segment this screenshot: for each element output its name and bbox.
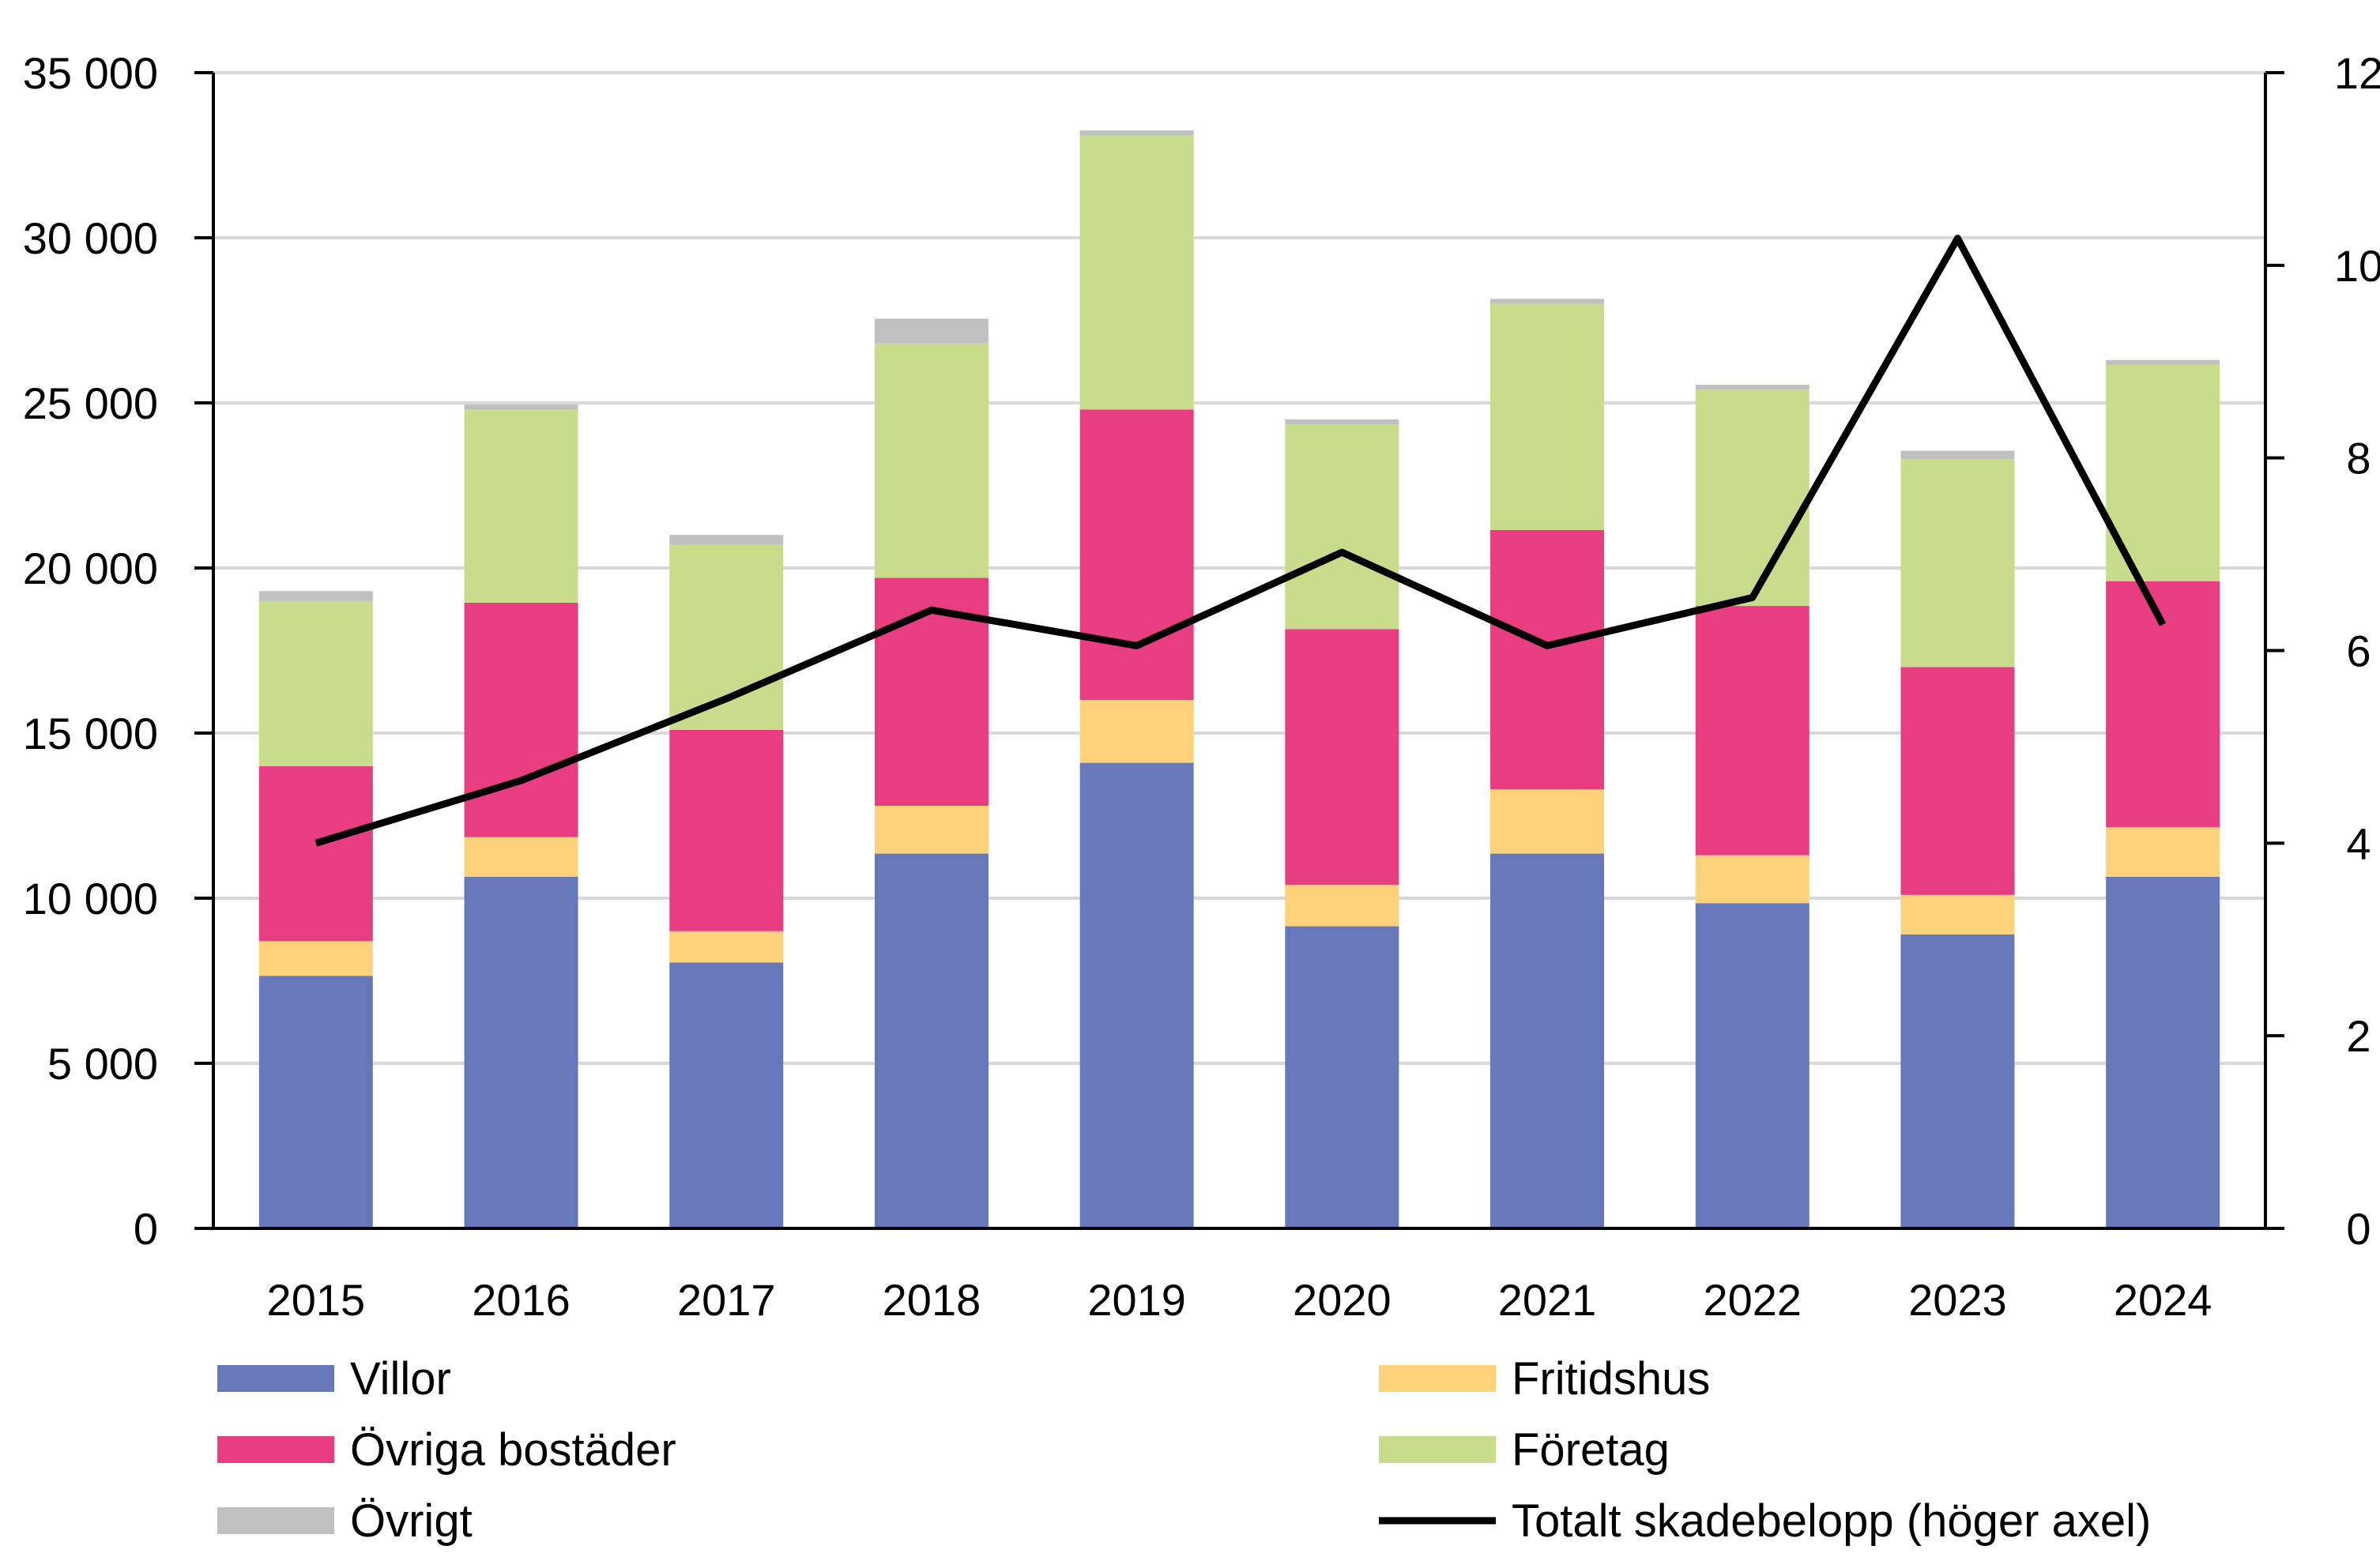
right-axis-tick-label: 8: [2346, 434, 2371, 483]
bar-ovrigt-2016: [464, 404, 578, 410]
legend-label-ovrigt: Övrigt: [350, 1495, 473, 1547]
left-axis-tick-label: 35 000: [23, 48, 158, 98]
bar-villor-2021: [1490, 853, 1605, 1228]
right-axis-tick-label: 2: [2346, 1011, 2371, 1061]
left-axis-tick-label: 25 000: [23, 378, 158, 428]
bar-ovrigt-2020: [1285, 419, 1399, 425]
bar-ovrigt-2017: [669, 535, 784, 545]
legend-swatch-ovrigt: [217, 1507, 334, 1534]
legend-label-foretag: Företag: [1512, 1424, 1670, 1476]
tick-labels: 0 5 000 10 000 15 000 20 000 25 000 30 000 35 0…: [23, 48, 2380, 1325]
left-axis-tick-label: 5 000: [47, 1039, 158, 1089]
bar-fritidshus-2020: [1285, 885, 1399, 927]
bar-ovrigt-2019: [1079, 130, 1194, 136]
bar-ovrigt-2021: [1490, 299, 1605, 304]
x-axis-tick-label: 2022: [1703, 1275, 1802, 1325]
bar-fritidshus-2023: [1900, 894, 2015, 935]
left-axis-tick-label: 15 000: [23, 709, 158, 758]
bar-ovriga-bostader-2023: [1900, 667, 2015, 895]
bar-villor-2023: [1900, 934, 2015, 1228]
bar-foretag-2022: [1695, 389, 1809, 607]
x-axis-tick-label: 2021: [1498, 1275, 1597, 1325]
right-axis-tick-label: 12: [2334, 48, 2380, 98]
x-axis-tick-label: 2024: [2114, 1275, 2212, 1325]
bar-foretag-2020: [1285, 424, 1399, 630]
bar-villor-2024: [2106, 876, 2220, 1228]
bar-fritidshus-2017: [669, 931, 784, 963]
x-axis-tick-label: 2017: [677, 1275, 776, 1325]
x-axis-tick-label: 2020: [1293, 1275, 1391, 1325]
bar-villor-2017: [669, 962, 784, 1228]
legend-label-fritidshus: Fritidshus: [1512, 1353, 1710, 1405]
x-axis-tick-label: 2023: [1908, 1275, 2007, 1325]
left-axis-tick-label: 20 000: [23, 543, 158, 593]
bar-villor-2022: [1695, 903, 1809, 1228]
bar-ovriga-bostader-2019: [1079, 409, 1194, 701]
bar-ovriga-bostader-2017: [669, 729, 784, 931]
left-axis-tick-label: 10 000: [23, 874, 158, 923]
bar-foretag-2024: [2106, 364, 2220, 581]
bar-ovriga-bostader-2016: [464, 602, 578, 837]
bar-villor-2019: [1079, 762, 1194, 1228]
bar-ovriga-bostader-2021: [1490, 529, 1605, 790]
total-line-series: [314, 235, 2167, 847]
x-axis-tick-label: 2018: [883, 1275, 981, 1325]
bar-villor-2020: [1285, 926, 1399, 1228]
bar-fritidshus-2019: [1079, 700, 1194, 763]
bar-fritidshus-2024: [2106, 827, 2220, 877]
x-axis-tick-label: 2015: [267, 1275, 366, 1325]
bar-fritidshus-2018: [874, 805, 989, 854]
bar-foretag-2023: [1900, 459, 2015, 668]
bar-ovrigt-2023: [1900, 450, 2015, 460]
bar-ovrigt-2018: [874, 318, 989, 344]
bar-villor-2018: [874, 853, 989, 1228]
legend: Villor Fritidshus Övriga bostäder Företag Öv…: [217, 1353, 2151, 1547]
bar-foretag-2019: [1079, 135, 1194, 410]
bar-villor-2015: [258, 976, 373, 1228]
left-axis-tick-label: 0: [134, 1204, 158, 1254]
bar-ovrigt-2015: [258, 591, 373, 601]
right-axis-tick-label: 6: [2346, 626, 2371, 676]
bar-ovrigt-2024: [2106, 359, 2220, 365]
x-axis-tick-label: 2019: [1087, 1275, 1186, 1325]
bar-ovriga-bostader-2015: [258, 765, 373, 942]
bar-foretag-2018: [874, 343, 989, 578]
right-axis-tick-label: 10: [2334, 241, 2380, 291]
bar-foretag-2016: [464, 409, 578, 603]
legend-swatch-fritidshus: [1379, 1365, 1496, 1392]
bar-fritidshus-2021: [1490, 789, 1605, 854]
right-axis-tick-label: 4: [2346, 818, 2371, 868]
legend-label-ovriga-bostader: Övriga bostäder: [350, 1424, 676, 1476]
bar-fritidshus-2016: [464, 837, 578, 877]
bar-series: [258, 130, 2220, 1228]
bar-fritidshus-2015: [258, 941, 373, 976]
bar-ovriga-bostader-2020: [1285, 629, 1399, 886]
legend-swatch-foretag: [1379, 1436, 1496, 1463]
bar-fritidshus-2022: [1695, 855, 1809, 904]
bar-villor-2016: [464, 876, 578, 1228]
legend-swatch-villor: [217, 1365, 334, 1392]
bar-foretag-2015: [258, 600, 373, 766]
bar-ovrigt-2022: [1695, 385, 1809, 390]
x-axis-tick-label: 2016: [472, 1275, 571, 1325]
legend-label-totalt-skadebelopp-hoger-axel: Totalt skadebelopp (höger axel): [1512, 1495, 2151, 1547]
bar-foretag-2021: [1490, 303, 1605, 530]
bar-ovriga-bostader-2022: [1695, 606, 1809, 856]
axes: [194, 71, 2284, 1230]
legend-label-villor: Villor: [350, 1353, 451, 1405]
right-axis-tick-label: 0: [2346, 1204, 2371, 1254]
legend-swatch-ovriga-bostader: [217, 1436, 334, 1463]
line-total-skadebelopp: [314, 235, 2167, 847]
left-axis-tick-label: 30 000: [23, 213, 158, 263]
